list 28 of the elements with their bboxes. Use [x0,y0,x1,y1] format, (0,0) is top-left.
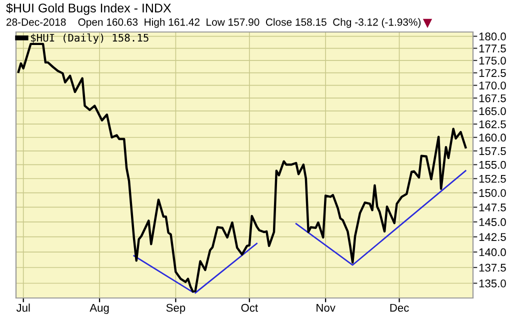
y-tick-label: 140.0 [479,248,506,256]
x-tick-label: Jul [16,304,30,312]
y-tick-label: 152.5 [479,174,506,183]
y-tick-label: 150.0 [479,189,506,197]
y-tick-label: 145.0 [479,218,506,226]
y-tick-label: 155.0 [479,160,506,169]
y-tick-label: 147.5 [479,204,506,212]
y-tick-label: 157.5 [479,147,506,156]
y-tick-label: 142.5 [479,233,506,241]
y-tick-label: 177.5 [479,44,506,52]
chart-title: $HUI Gold Bugs Index - INDX [6,3,172,15]
y-tick-label: 180.0 [479,32,506,40]
x-tick-label: Aug [90,304,109,314]
legend-label: $HUI (Daily) 158.15 [31,34,148,44]
x-tick-label: Nov [316,304,336,312]
x-tick-label: Sep [166,304,186,314]
x-tick-label: Oct [241,304,258,312]
y-tick-label: 175.0 [479,56,506,65]
y-tick-label: 137.5 [479,264,506,272]
y-tick-label: 167.5 [479,94,506,102]
y-tick-label: 160.0 [479,134,506,142]
y-tick-label: 135.0 [479,280,506,288]
y-tick-label: 162.5 [479,120,506,128]
y-tick-label: 170.0 [479,82,506,90]
y-tick-label: 172.5 [479,69,506,77]
y-tick-label: 165.0 [479,107,506,116]
chart-subtitle: 28-Dec-2018 Open 160.63 High 161.42 Low 157.90 Close 158.15 Chg -3.12 (-1.93%) [6,18,421,28]
x-tick-label: Dec [390,304,409,312]
